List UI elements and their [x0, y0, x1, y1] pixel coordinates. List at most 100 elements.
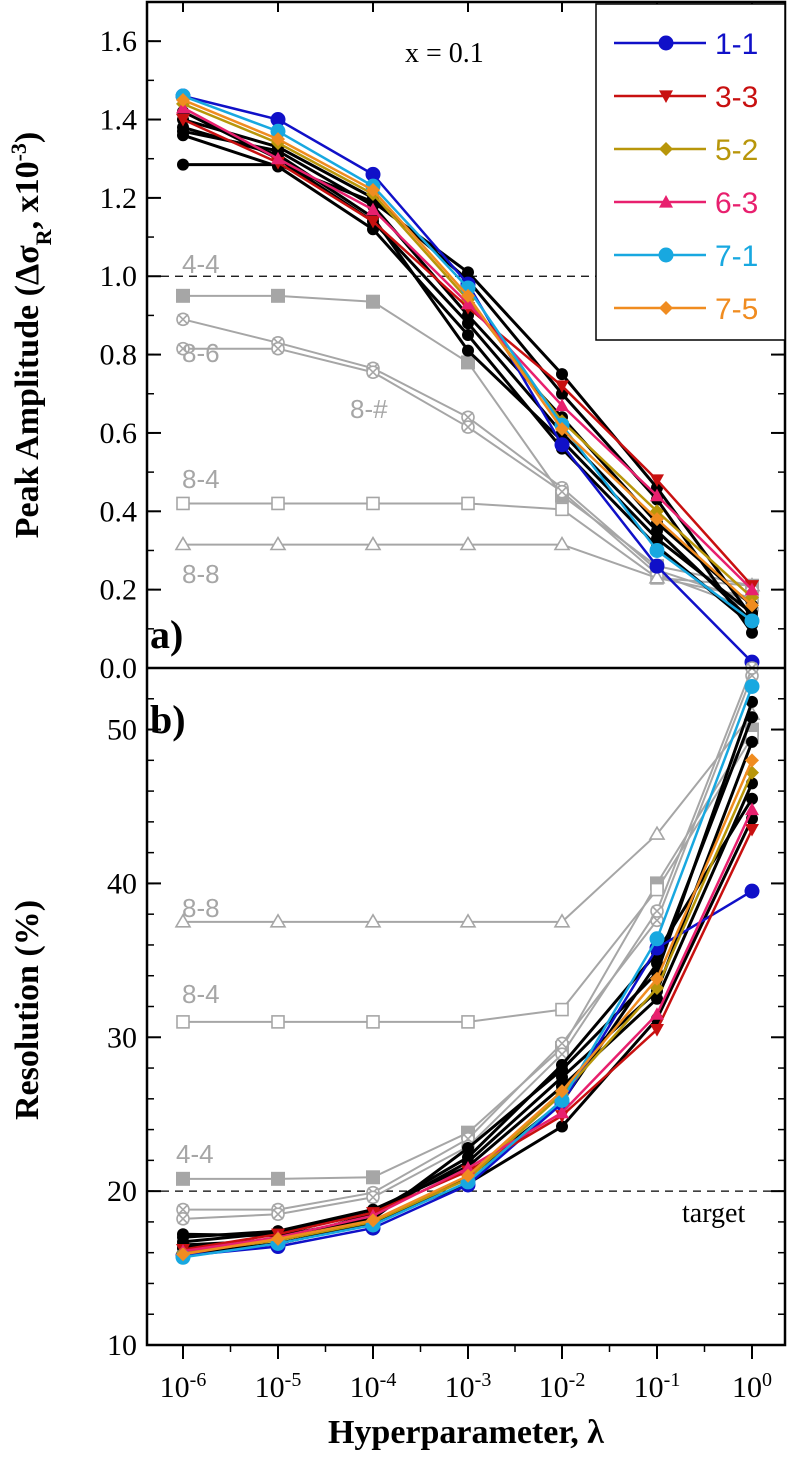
- gray-series-8-4-point: [176, 1015, 190, 1029]
- marker-cross: [177, 313, 189, 325]
- gray-series-8-8-point: [648, 569, 666, 584]
- gray-series-8-4-line: [183, 502, 753, 599]
- series-annotation: 4-4: [182, 249, 220, 279]
- y-tick-label: 20: [107, 1175, 137, 1208]
- x-tick-label: 100: [732, 1369, 772, 1404]
- legend-label: 3-3: [715, 81, 758, 114]
- gray-series-8-8: [174, 536, 761, 592]
- marker-dot: [746, 695, 758, 708]
- y-tick-label: 30: [107, 1021, 137, 1054]
- x-tick-exp: -2: [569, 1369, 586, 1391]
- gray-series-8-#-point: [271, 341, 285, 356]
- gray-series-8-8-line: [183, 543, 753, 587]
- black-series-1-point: [746, 735, 758, 748]
- series-7-5-point: [176, 1247, 190, 1262]
- marker-dot: [651, 957, 663, 970]
- series-7-5: [176, 753, 759, 1262]
- black-series-0-point: [746, 695, 758, 708]
- series-7-1-point: [744, 613, 760, 629]
- x-tick-base: 10: [350, 1371, 380, 1404]
- series-6-3: [176, 100, 759, 596]
- x-tick-base: 10: [634, 1371, 664, 1404]
- y-label-sup: -3: [6, 143, 31, 161]
- legend-item-3-3: 3-3: [614, 81, 758, 114]
- gray-series-8-8-point: [174, 913, 192, 928]
- series-annotation: 8-4: [182, 464, 220, 494]
- legend-marker: [659, 142, 673, 156]
- x-tick-label: 10-3: [445, 1369, 492, 1404]
- x-axis-label: Hyperparameter, λ: [328, 1414, 604, 1451]
- legend: 1-1 3-3 5-2 6-3 7-1 7-5: [595, 3, 786, 341]
- gray-series-8-#-line: [183, 347, 753, 611]
- black-series-0-point: [462, 344, 474, 357]
- series-3-3-point: [650, 1023, 664, 1037]
- gray-series-8-4-point: [271, 496, 285, 511]
- y-tick-label: 10: [107, 1329, 137, 1362]
- series-7-1-point: [649, 542, 665, 558]
- x-tick-base: 10: [445, 1371, 475, 1404]
- series-annotation: 8-#: [350, 394, 388, 424]
- y-tick-label: 1.2: [100, 182, 138, 215]
- gray-series-8-8-point: [459, 536, 477, 551]
- marker-dot: [462, 1151, 474, 1164]
- series-3-3-point: [366, 215, 380, 229]
- gray-series-8-#: [176, 661, 759, 1226]
- gray-series-4-4-point: [176, 1171, 190, 1186]
- marker-dot: [177, 158, 189, 171]
- x-tick-exp: -4: [380, 1369, 397, 1391]
- legend-item-5-2: 5-2: [614, 134, 758, 167]
- black-series-4-point: [746, 711, 758, 724]
- x-tick-label: 10-4: [350, 1369, 397, 1404]
- gray-series-8-8-point: [553, 536, 571, 551]
- y-tick-label: 0.6: [100, 417, 138, 450]
- gray-series-4-4-point: [176, 288, 190, 303]
- legend-item-1-1: 1-1: [614, 28, 758, 61]
- black-series-5-point: [462, 317, 474, 330]
- panel-label-b: b): [150, 697, 186, 742]
- series-annotation: 8-8: [182, 559, 220, 589]
- marker-cross: [462, 411, 474, 423]
- black-series-1-point: [462, 329, 474, 341]
- series-6-3-point: [745, 582, 759, 596]
- series-6-3-point: [271, 151, 285, 165]
- marker-dot: [462, 329, 474, 341]
- series-7-5-point: [366, 1213, 380, 1228]
- gray-series-8-4-point: [555, 502, 569, 517]
- series-3-3-point: [555, 380, 569, 393]
- y-tick-label: 0.4: [100, 495, 138, 528]
- y-tick-label: 0.8: [100, 339, 138, 372]
- series-7-5-point: [650, 971, 664, 986]
- gray-series-8-#-point: [555, 484, 569, 499]
- legend-label: 1-1: [715, 28, 758, 61]
- x-tick-label: 10-5: [255, 1369, 302, 1404]
- legend-box: [595, 3, 786, 341]
- gray-series-8-6: [176, 668, 759, 1217]
- gray-series-8-#-point: [176, 1212, 190, 1226]
- marker-cross: [462, 421, 474, 433]
- black-series-3-point: [746, 626, 758, 639]
- marker-dot: [746, 711, 758, 724]
- marker-dot: [556, 1058, 568, 1071]
- gray-series-8-6-point: [176, 312, 190, 327]
- marker-cross: [367, 366, 379, 378]
- gray-series-8-8-point: [269, 536, 287, 551]
- series-1-1: [175, 883, 760, 1264]
- y-axis-label-b: Resolution (%): [9, 900, 46, 1120]
- panel-b: 10 20 30 40 50 8-8 8-4 4-4 target b) Resolution (%…: [9, 661, 785, 1362]
- series-annotation: 8-6: [182, 338, 220, 368]
- black-series-3-point: [556, 1120, 568, 1133]
- legend-label: 5-2: [715, 134, 758, 167]
- black-series-2-point: [651, 992, 663, 1005]
- black-series-4-point: [651, 957, 663, 970]
- x-tick-label: 10-2: [539, 1369, 586, 1404]
- series-1-1-point: [554, 437, 570, 453]
- gray-series-4-4-point: [271, 1171, 285, 1186]
- y-tick-label: 1.4: [100, 104, 138, 137]
- series-7-5-point: [461, 1168, 475, 1183]
- marker-cross: [177, 1213, 189, 1225]
- black-series-2-point: [177, 158, 189, 171]
- legend-marker: [659, 301, 673, 315]
- series-7-5-point: [176, 92, 190, 107]
- y-tick-label: 0.2: [100, 574, 138, 607]
- gray-series-8-8-point: [174, 536, 192, 551]
